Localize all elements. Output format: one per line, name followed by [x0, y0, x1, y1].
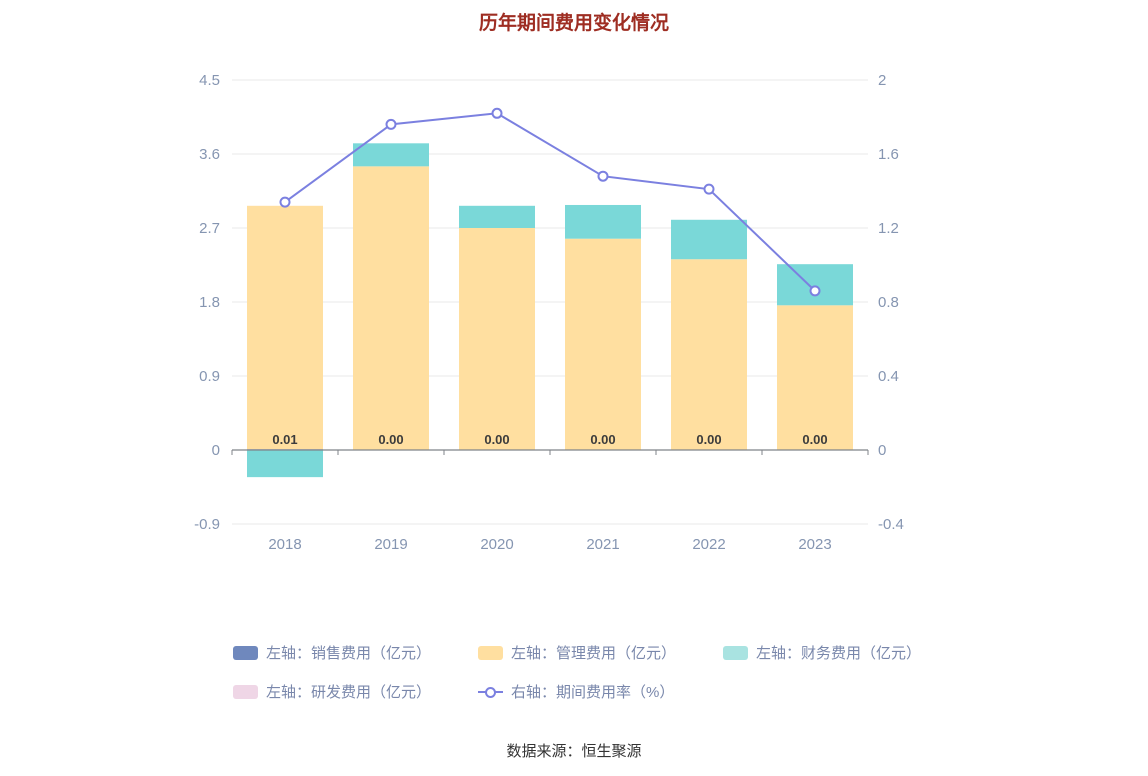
svg-text:2.7: 2.7 [199, 220, 220, 237]
legend-swatch-sales [233, 645, 258, 660]
grid-lines [232, 79, 868, 525]
svg-text:2022: 2022 [692, 536, 725, 553]
legend-label-finance: 左轴：财务费用（亿元） [756, 645, 922, 662]
svg-text:1.6: 1.6 [878, 146, 899, 163]
svg-text:2019: 2019 [374, 536, 407, 553]
svg-text:3.6: 3.6 [199, 146, 220, 163]
svg-text:-0.9: -0.9 [194, 516, 220, 533]
svg-text:0.00: 0.00 [590, 432, 615, 447]
rate-line [284, 112, 816, 292]
x-axis-line [231, 449, 869, 455]
legend-item-management-expense[interactable]: 左轴：管理费用（亿元） [478, 642, 723, 663]
svg-text:1.2: 1.2 [878, 220, 899, 237]
bar-value-labels: 0.01 0.00 0.00 0.00 0.00 0.00 [272, 432, 827, 447]
legend-swatch-finance [723, 645, 748, 660]
legend-item-finance-expense[interactable]: 左轴：财务费用（亿元） [723, 642, 968, 663]
legend-label-expense-rate: 右轴：期间费用率（%） [511, 684, 675, 701]
svg-text:2: 2 [878, 72, 886, 89]
bars [247, 143, 853, 478]
svg-text:2021: 2021 [586, 536, 619, 553]
x-axis-labels: 2018 2019 2020 2021 2022 2023 [268, 536, 831, 553]
svg-text:2023: 2023 [798, 536, 831, 553]
svg-text:0.8: 0.8 [878, 294, 899, 311]
data-source: 数据来源：恒生聚源 [506, 743, 642, 760]
svg-text:0.00: 0.00 [378, 432, 403, 447]
svg-text:0.4: 0.4 [878, 368, 899, 385]
left-axis-labels: 4.5 3.6 2.7 1.8 0.9 0 -0.9 [194, 72, 220, 533]
svg-text:0: 0 [878, 442, 886, 459]
right-axis-labels: 2 1.6 1.2 0.8 0.4 0 -0.4 [878, 72, 904, 533]
legend-swatch-management [478, 645, 503, 660]
legend-row-2: 左轴：研发费用（亿元） 右轴：期间费用率（%） [233, 681, 968, 702]
legend: 左轴：销售费用（亿元） 左轴：管理费用（亿元） 左轴：财务费用（亿元） 左轴：研… [233, 642, 968, 720]
svg-text:0.9: 0.9 [199, 368, 220, 385]
svg-text:0.00: 0.00 [802, 432, 827, 447]
legend-swatch-rnd [233, 684, 258, 699]
svg-text:1.8: 1.8 [199, 294, 220, 311]
legend-item-expense-rate[interactable]: 右轴：期间费用率（%） [478, 681, 723, 702]
legend-label-management: 左轴：管理费用（亿元） [511, 645, 677, 662]
legend-label-sales: 左轴：销售费用（亿元） [266, 645, 432, 662]
svg-text:-0.4: -0.4 [878, 516, 904, 533]
rate-line-markers [279, 107, 821, 297]
svg-text:0.00: 0.00 [696, 432, 721, 447]
svg-text:0.01: 0.01 [272, 432, 297, 447]
legend-line-marker-icon [478, 685, 503, 699]
legend-label-rnd: 左轴：研发费用（亿元） [266, 684, 432, 701]
svg-text:4.5: 4.5 [199, 72, 220, 89]
chart-title: 历年期间费用变化情况 [478, 13, 669, 34]
plot-area: 4.5 3.6 2.7 1.8 0.9 0 -0.9 2 1.6 1.2 0.8 0.4 0 -0.4 0.… [194, 72, 904, 553]
svg-text:2018: 2018 [268, 536, 301, 553]
legend-item-sales-expense[interactable]: 左轴：销售费用（亿元） [233, 642, 478, 663]
legend-row-1: 左轴：销售费用（亿元） 左轴：管理费用（亿元） 左轴：财务费用（亿元） [233, 642, 968, 663]
svg-text:0: 0 [212, 442, 220, 459]
legend-item-rnd-expense[interactable]: 左轴：研发费用（亿元） [233, 681, 478, 702]
svg-text:0.00: 0.00 [484, 432, 509, 447]
svg-text:2020: 2020 [480, 536, 513, 553]
